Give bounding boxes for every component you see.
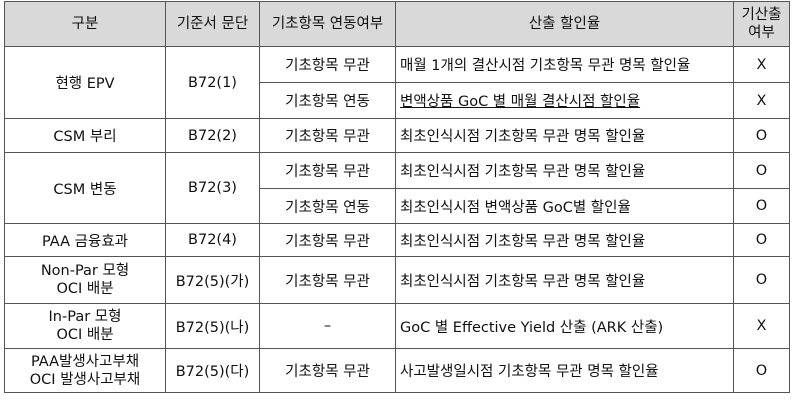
category-line2: OCI 배분 — [56, 281, 114, 297]
header-row: 구분 기준서 문단 기초항목 연동여부 산출 할인율 기산출 여부 — [4, 1, 790, 47]
paragraph-cell: B72(3) — [165, 152, 260, 224]
discount-rate-cell: 최초인식시점 기초항목 무관 명목 할인율 — [395, 118, 734, 153]
linkage-cell: 기초항목 연동 — [259, 188, 396, 224]
discount-rate-cell: 최초인식시점 변액상품 GoC별 할인율 — [395, 188, 734, 224]
underlined-rate-text: 변액상품 GoC 별 매월 결산시점 할인율 — [400, 94, 641, 110]
header-category: 구분 — [4, 1, 166, 47]
table-row: CSM 부리 B72(2) 기초항목 무관 최초인식시점 기초항목 무관 명목 … — [4, 118, 790, 153]
linkage-cell: 기초항목 무관 — [259, 256, 396, 304]
discount-rate-table: 구분 기준서 문단 기초항목 연동여부 산출 할인율 기산출 여부 현행 EPV… — [4, 1, 790, 393]
calculated-cell: X — [733, 303, 790, 349]
header-calculated-line2: 여부 — [748, 25, 775, 41]
table-row: 기초항목 연동 변액상품 GoC 별 매월 결산시점 할인율 X — [5, 82, 790, 119]
discount-rate-cell: 변액상품 GoC 별 매월 결산시점 할인율 — [395, 82, 734, 119]
linkage-cell: 기초항목 연동 — [259, 82, 396, 119]
calculated-cell: O — [733, 256, 790, 304]
discount-rate-cell: GoC 별 Effective Yield 산출 (ARK 산출) — [395, 303, 734, 349]
paragraph-cell: B72(5)(다) — [165, 348, 260, 393]
table-row: PAA 금융효과 B72(4) 기초항목 무관 최초인식시점 기초항목 무관 명… — [4, 223, 790, 257]
header-discount-rate: 산출 할인율 — [395, 1, 734, 47]
header-calculated-line1: 기산출 — [741, 7, 782, 23]
category-cell: CSM 부리 — [4, 118, 166, 153]
category-cell: PAA 금융효과 — [4, 223, 166, 257]
table-row: CSM 변동 B72(3) 기초항목 무관 최초인식시점 기초항목 무관 명목 … — [4, 152, 790, 224]
calculated-cell: X — [733, 82, 790, 119]
linkage-cell: 기초항목 무관 — [259, 348, 396, 393]
discount-rate-cell: 최초인식시점 기초항목 무관 명목 할인율 — [395, 256, 734, 304]
discount-rate-cell: 최초인식시점 기초항목 무관 명목 할인율 — [395, 152, 734, 189]
header-calculated: 기산출 여부 — [733, 1, 790, 47]
category-line1: In-Par 모형 — [48, 309, 122, 325]
calculated-cell: X — [733, 46, 790, 83]
linkage-cell: 기초항목 무관 — [259, 46, 396, 83]
category-line2: OCI 발생사고부채 — [29, 371, 141, 388]
paragraph-cell: B72(1) — [165, 46, 260, 119]
category-cell: CSM 변동 — [4, 152, 166, 224]
calculated-cell: O — [733, 118, 790, 153]
linkage-cell: – — [259, 303, 396, 349]
category-cell: PAA발생사고부채 OCI 발생사고부채 — [4, 348, 166, 393]
linkage-cell: 기초항목 무관 — [259, 118, 396, 153]
category-cell: In-Par 모형 OCI 배분 — [4, 303, 166, 349]
category-line1: PAA발생사고부채 — [30, 353, 140, 370]
table-row: Non-Par 모형 OCI 배분 B72(5)(가) 기초항목 무관 최초인식… — [4, 256, 790, 304]
table-row: PAA발생사고부채 OCI 발생사고부채 B72(5)(다) 기초항목 무관 사… — [4, 348, 790, 393]
calculated-cell: O — [733, 348, 790, 393]
category-cell: 현행 EPV — [4, 46, 166, 119]
paragraph-cell: B72(4) — [165, 223, 260, 257]
table-row: 기초항목 연동 최초인식시점 변액상품 GoC별 할인율 O — [5, 188, 790, 224]
header-linkage: 기초항목 연동여부 — [259, 1, 396, 47]
discount-rate-cell: 최초인식시점 기초항목 무관 명목 할인율 — [395, 223, 734, 257]
header-paragraph: 기준서 문단 — [165, 1, 260, 47]
linkage-cell: 기초항목 무관 — [259, 223, 396, 257]
category-line1: Non-Par 모형 — [40, 263, 130, 279]
category-cell: Non-Par 모형 OCI 배분 — [4, 256, 166, 304]
paragraph-cell: B72(5)(가) — [165, 256, 260, 304]
table-row: 현행 EPV B72(1) 기초항목 무관 매월 1개의 결산시점 기초항목 무… — [4, 46, 790, 119]
table-row: In-Par 모형 OCI 배분 B72(5)(나) – GoC 별 Effec… — [4, 303, 790, 349]
calculated-cell: O — [733, 188, 790, 224]
linkage-cell: 기초항목 무관 — [259, 152, 396, 189]
paragraph-cell: B72(2) — [165, 118, 260, 153]
discount-rate-cell: 사고발생일시점 기초항목 무관 명목 할인율 — [395, 348, 734, 393]
discount-rate-cell: 매월 1개의 결산시점 기초항목 무관 명목 할인율 — [395, 46, 734, 83]
category-line2: OCI 배분 — [56, 327, 114, 343]
calculated-cell: O — [733, 223, 790, 257]
paragraph-cell: B72(5)(나) — [165, 303, 260, 349]
calculated-cell: O — [733, 152, 790, 189]
